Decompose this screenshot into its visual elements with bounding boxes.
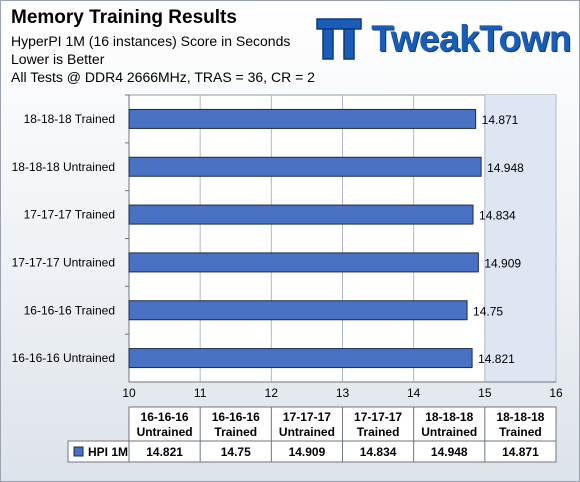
logo-text: TweakTown (371, 18, 571, 59)
table-header-line1: 18-18-18 (425, 410, 473, 424)
bar (128, 348, 473, 369)
y-category-label: 18-18-18 Trained (24, 112, 115, 126)
bar-value-label: 14.834 (479, 209, 516, 223)
x-tick-label: 15 (478, 386, 492, 400)
table-header-line2: Trained (214, 425, 257, 439)
y-category-label: 16-16-16 Trained (24, 303, 115, 317)
bar (128, 156, 482, 177)
tweaktown-tt-logo-icon (316, 18, 363, 60)
plot-band (484, 95, 556, 382)
table-header-line2: Untrained (279, 425, 335, 439)
bar-value-label: 14.821 (478, 352, 515, 366)
table-header-line1: 17-17-17 (283, 410, 331, 424)
table-value: 14.871 (502, 445, 539, 459)
table-header-line2: Trained (499, 425, 542, 439)
table-header-line1: 16-16-16 (212, 410, 260, 424)
bar (128, 204, 474, 225)
chart-title: Memory Training Results (11, 7, 237, 28)
bar-value-label: 14.948 (487, 161, 524, 175)
chart-subtitle-settings: All Tests @ DDR4 2666MHz, TRAS = 36, CR … (11, 69, 315, 85)
x-tick-label: 16 (549, 386, 563, 400)
x-tick-label: 11 (194, 386, 207, 400)
legend-series-name: HPI 1M (88, 445, 128, 459)
bar (128, 300, 468, 321)
bar-value-label: 14.75 (473, 304, 503, 318)
table-header-line1: 17-17-17 (354, 410, 402, 424)
y-category-label: 18-18-18 Untrained (12, 160, 115, 174)
y-category-label: 17-17-17 Trained (24, 208, 115, 222)
table-header-line2: Trained (357, 425, 400, 439)
y-category-label: 17-17-17 Untrained (12, 255, 115, 269)
legend-swatch (73, 446, 84, 457)
table-header-line1: 16-16-16 (141, 410, 189, 424)
table-value: 14.909 (289, 445, 326, 459)
table-value: 14.821 (146, 445, 183, 459)
table-header-line1: 18-18-18 (496, 410, 544, 424)
table-header-line2: Untrained (137, 425, 193, 439)
chart-subtitle-benchmark: HyperPI 1M (16 instances) Score in Secon… (11, 33, 291, 49)
y-category-label: 16-16-16 Untrained (12, 351, 115, 365)
table-value: 14.948 (431, 445, 468, 459)
data-table-legend-cell (67, 440, 130, 463)
x-tick-label: 14 (407, 386, 421, 400)
table-value: 14.834 (360, 445, 397, 459)
bar-value-label: 14.871 (482, 113, 519, 127)
x-tick-label: 13 (336, 386, 350, 400)
bar-value-label: 14.909 (484, 256, 521, 270)
chart-subtitle-direction: Lower is Better (11, 51, 105, 67)
x-tick-label: 10 (122, 386, 136, 400)
bar (128, 252, 479, 273)
table-value: 14.75 (221, 445, 251, 459)
bar (128, 108, 477, 129)
tweaktown-logo: TweakTown (313, 13, 571, 65)
table-header-line2: Untrained (421, 425, 477, 439)
x-tick-label: 12 (265, 386, 279, 400)
